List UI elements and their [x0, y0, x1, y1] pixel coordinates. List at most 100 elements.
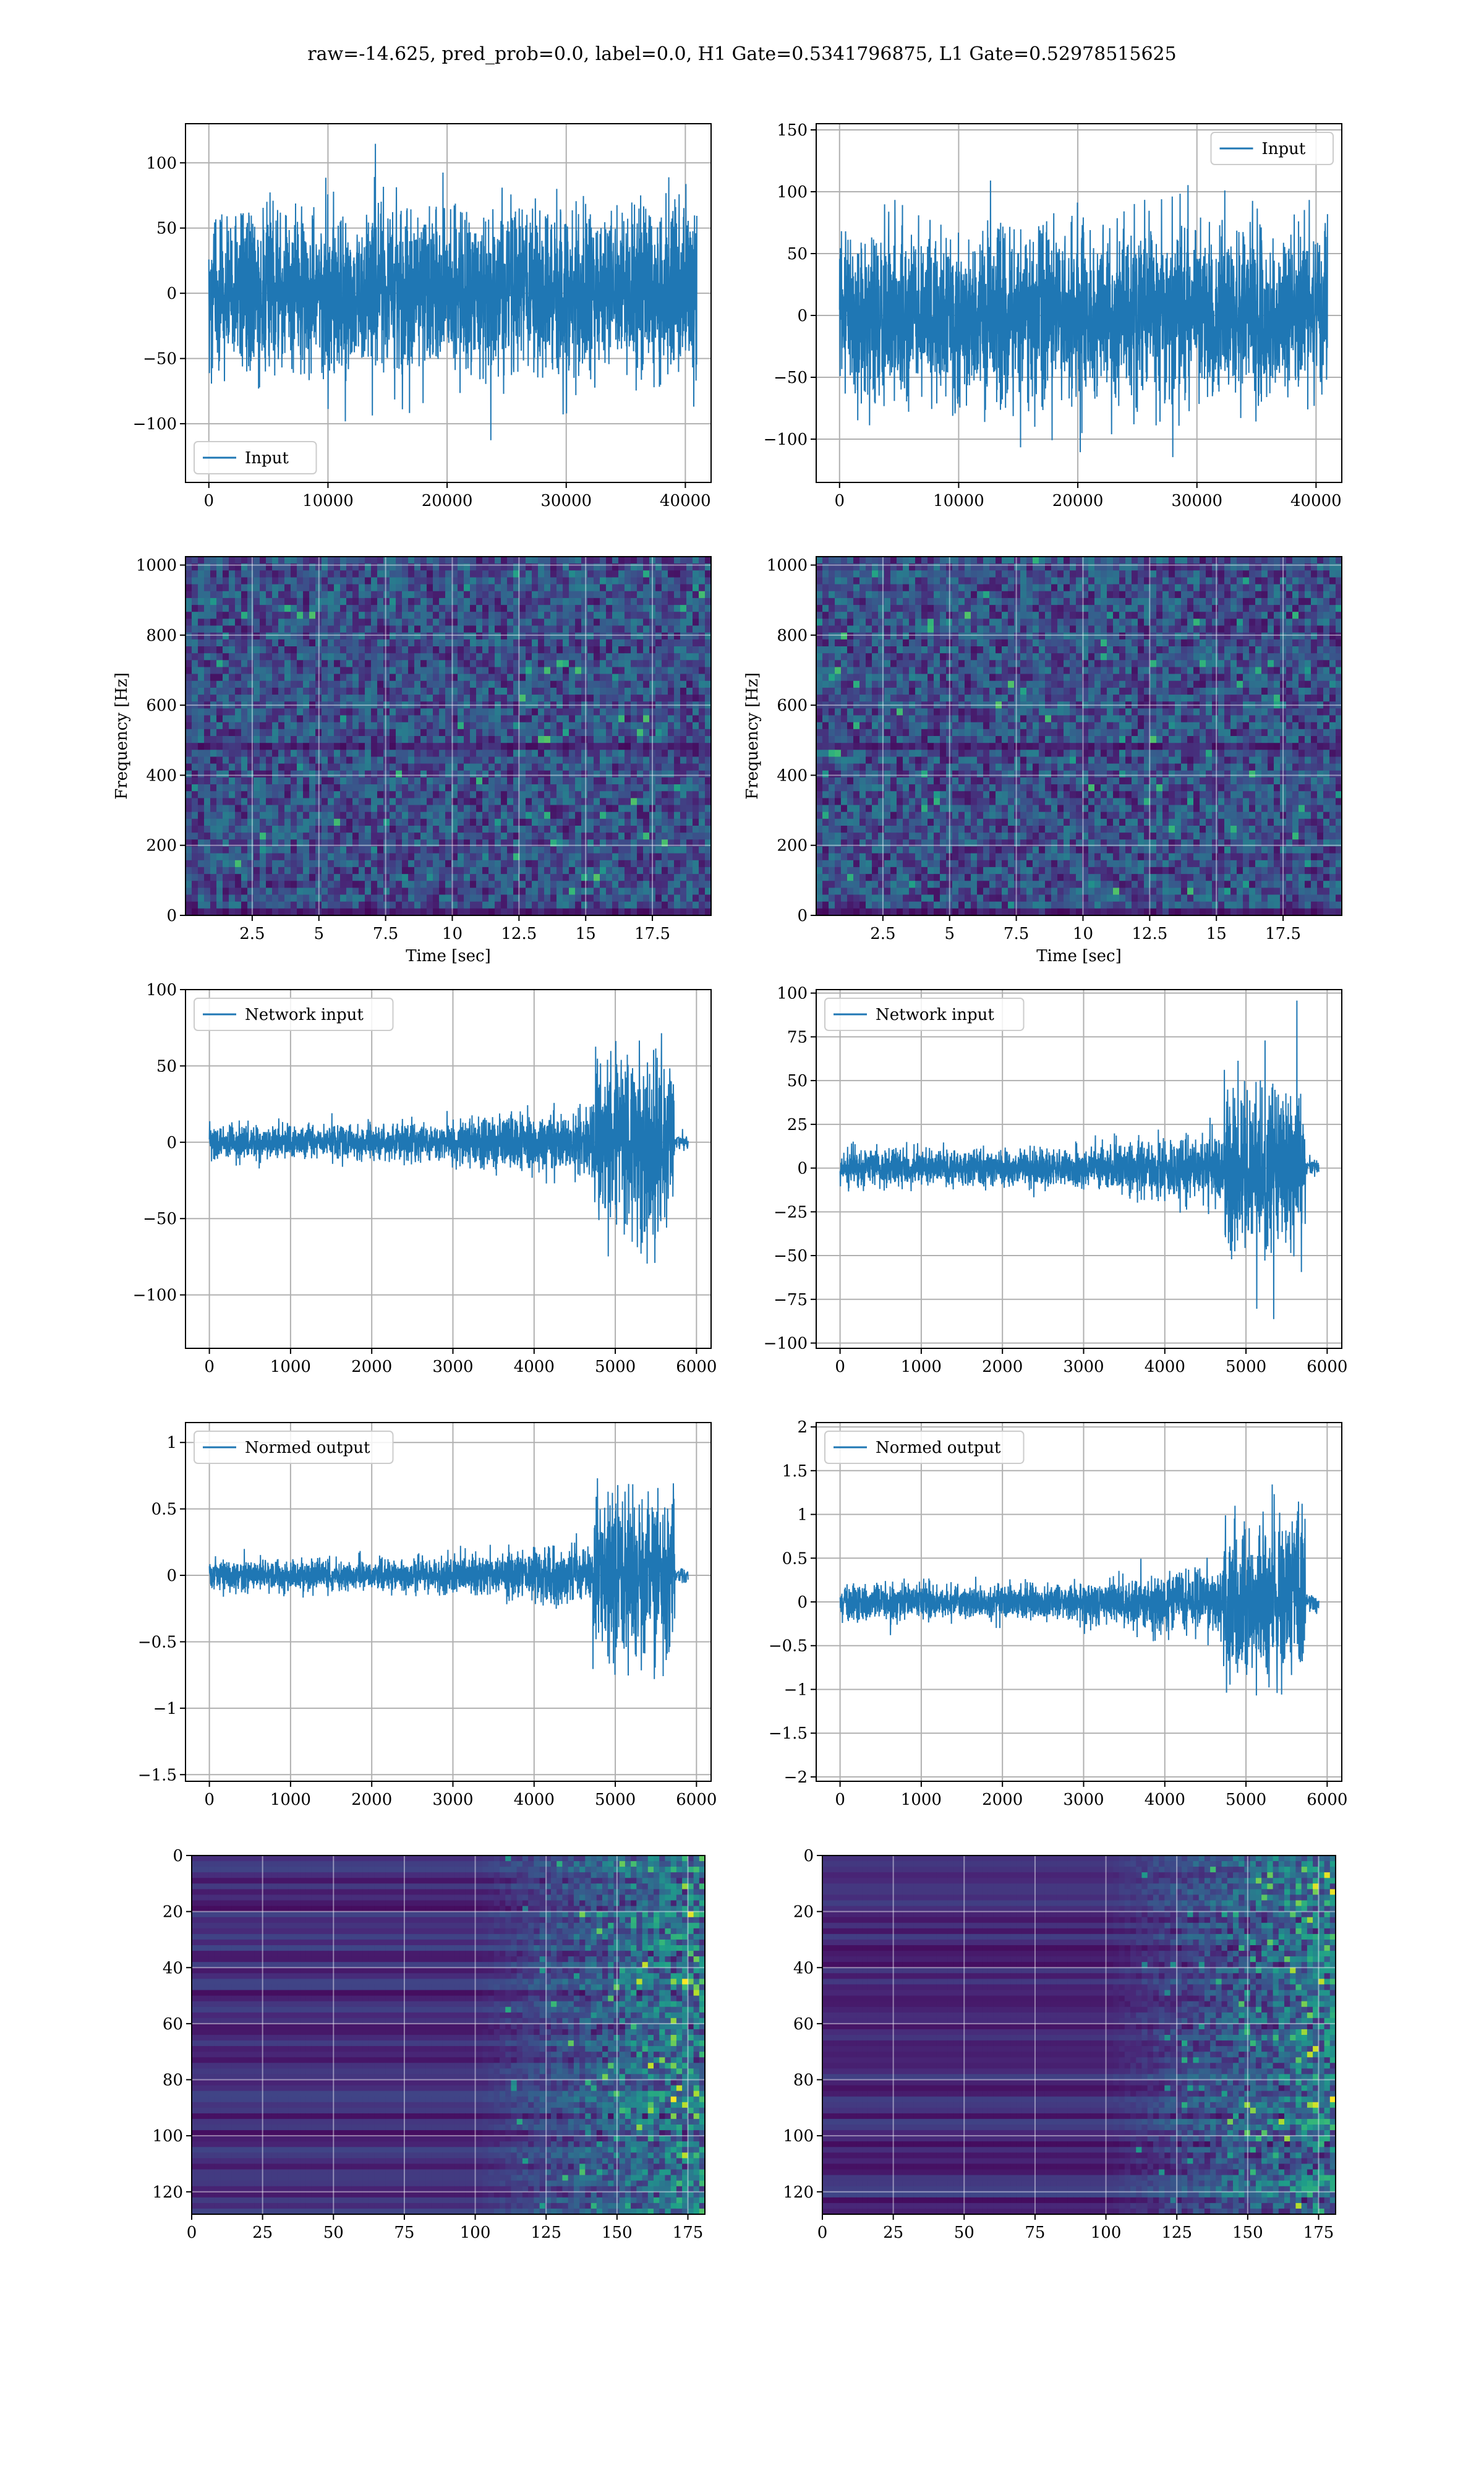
heatmap-cell: [587, 597, 594, 606]
heatmap-cell: [550, 729, 557, 737]
heatmap-cell: [260, 777, 267, 785]
heatmap-cell: [618, 805, 625, 813]
heatmap-cell: [186, 639, 192, 647]
heatmap-cell: [229, 860, 236, 868]
heatmap-cell: [266, 591, 273, 599]
heatmap-cell: [458, 860, 464, 868]
heatmap-cell: [563, 860, 569, 868]
heatmap-cell: [693, 674, 699, 682]
heatmap-cell: [235, 881, 242, 888]
heatmap-cell: [420, 563, 427, 571]
heatmap-cell: [674, 584, 681, 592]
heatmap-cell: [989, 557, 996, 564]
heatmap-cell: [612, 756, 619, 764]
heatmap-cell: [1162, 584, 1169, 592]
heatmap-cell: [260, 618, 267, 627]
heatmap-cell: [699, 653, 706, 661]
heatmap-cell: [513, 811, 520, 820]
heatmap-cell: [241, 646, 248, 654]
heatmap-cell: [346, 612, 353, 619]
heatmap-cell: [445, 874, 452, 881]
heatmap-cell: [359, 839, 365, 847]
heatmap-cell: [340, 639, 347, 647]
heatmap-cell: [686, 798, 693, 806]
heatmap-cell: [334, 708, 341, 716]
heatmap-cell: [445, 867, 452, 875]
heatmap-cell: [328, 591, 335, 599]
heatmap-cell: [643, 695, 650, 702]
heatmap-cell: [377, 833, 384, 840]
heatmap-cell: [1280, 563, 1287, 571]
heatmap-cell: [550, 860, 557, 868]
heatmap-cell: [420, 818, 427, 826]
heatmap-cell: [383, 597, 390, 606]
heatmap-cell: [365, 597, 372, 606]
heatmap-cell: [346, 660, 353, 668]
y-tick-label: 0: [166, 285, 177, 303]
heatmap-cell: [433, 888, 440, 896]
heatmap-cell: [334, 563, 341, 571]
heatmap-cell: [216, 715, 223, 723]
heatmap-cell: [260, 625, 267, 633]
heatmap-cell: [637, 743, 644, 750]
heatmap-cell: [260, 750, 267, 758]
heatmap-cell: [458, 818, 464, 826]
heatmap-cell: [303, 674, 310, 682]
heatmap-cell: [835, 563, 842, 571]
heatmap-cell: [433, 605, 440, 612]
heatmap-cell: [581, 784, 588, 792]
heatmap-cell: [556, 894, 563, 902]
heatmap-cell: [705, 867, 712, 875]
heatmap-cell: [315, 860, 322, 868]
heatmap-cell: [291, 597, 297, 606]
heatmap-cell: [451, 557, 458, 564]
heatmap-cell: [210, 653, 217, 661]
heatmap-cell: [371, 639, 378, 647]
heatmap-cell: [470, 908, 477, 916]
heatmap-cell: [247, 750, 254, 758]
heatmap-cell: [662, 777, 668, 785]
heatmap-cell: [433, 908, 440, 916]
heatmap-cell: [513, 625, 520, 633]
heatmap-cell: [625, 860, 631, 868]
heatmap-cell: [903, 591, 910, 599]
heatmap-cell: [581, 639, 588, 647]
heatmap-cell: [235, 605, 242, 612]
heatmap-cell: [1200, 563, 1206, 571]
heatmap-cell: [501, 584, 508, 592]
heatmap-cell: [297, 591, 304, 599]
heatmap-cell: [451, 860, 458, 868]
heatmap-cell: [192, 653, 198, 661]
heatmap-cell: [872, 563, 879, 571]
heatmap-cell: [699, 646, 706, 654]
heatmap-cell: [284, 653, 291, 661]
heatmap-cell: [445, 894, 452, 902]
heatmap-cell: [1020, 584, 1027, 592]
heatmap-cell: [674, 908, 681, 916]
heatmap-cell: [618, 653, 625, 661]
heatmap-cell: [365, 791, 372, 798]
heatmap-cell: [835, 557, 842, 564]
heatmap-cell: [674, 625, 681, 633]
heatmap-cell: [439, 881, 446, 888]
heatmap-cell: [526, 894, 532, 902]
heatmap-cell: [618, 756, 625, 764]
heatmap-cell: [563, 680, 569, 688]
heatmap-cell: [328, 563, 335, 571]
heatmap-cell: [693, 756, 699, 764]
heatmap-cell: [618, 784, 625, 792]
heatmap-cell: [618, 881, 625, 888]
heatmap-cell: [383, 881, 390, 888]
heatmap-cell: [297, 867, 304, 875]
heatmap-cell: [451, 743, 458, 750]
heatmap-cell: [204, 557, 211, 564]
heatmap-cell: [612, 888, 619, 896]
heatmap-cell: [655, 908, 662, 916]
heatmap-cell: [198, 894, 205, 902]
heatmap-cell: [445, 888, 452, 896]
heatmap-cell: [538, 811, 545, 820]
heatmap-cell: [1020, 577, 1027, 585]
heatmap-cell: [297, 770, 304, 778]
heatmap-cell: [470, 646, 477, 654]
heatmap-cell: [291, 750, 297, 758]
